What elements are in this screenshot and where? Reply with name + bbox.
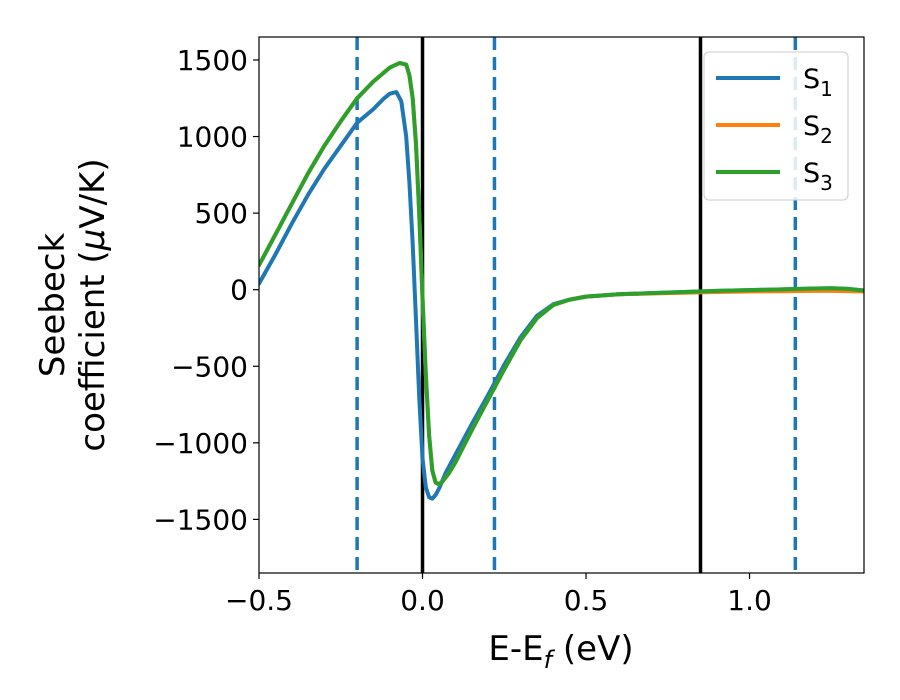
- x-axis-ticks: −0.5 0.0 0.5 1.0: [225, 573, 772, 617]
- y-axis-ticks: 1500 1000 500 0 −500 −1000 −1500: [153, 44, 259, 536]
- series-lines: [259, 61, 864, 501]
- x-tick-label: 1.0: [727, 584, 772, 617]
- legend-label: S1: [803, 64, 833, 101]
- plot-frame: [258, 36, 865, 574]
- legend-label: S3: [803, 158, 833, 195]
- x-axis-label: E-Ef (eV): [488, 629, 633, 674]
- y-tick-label: 1000: [177, 121, 248, 154]
- y-axis-label-line1: Seebeck: [33, 233, 73, 378]
- reference-lines: [355, 37, 798, 573]
- y-tick-label: 500: [195, 197, 248, 230]
- y-axis-label: Seebeck coefficient (μV/K): [33, 158, 113, 451]
- y-axis-label-line2: coefficient (μV/K): [73, 158, 113, 451]
- series-line-s3: [259, 61, 864, 487]
- legend: S1 S2 S3: [703, 51, 849, 201]
- y-tick-label: 1500: [177, 44, 248, 77]
- y-tick-label: −1500: [153, 503, 248, 536]
- y-tick-label: −1000: [153, 427, 248, 460]
- y-tick-label: −500: [171, 350, 248, 383]
- x-tick-label: −0.5: [225, 584, 293, 617]
- legend-label: S2: [803, 111, 833, 148]
- y-tick-label: 0: [230, 274, 248, 307]
- x-tick-label: 0.5: [564, 584, 609, 617]
- x-tick-label: 0.0: [400, 584, 445, 617]
